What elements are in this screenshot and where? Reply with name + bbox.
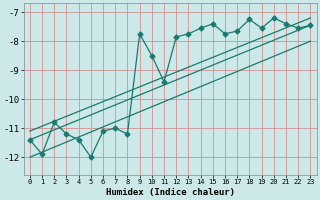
X-axis label: Humidex (Indice chaleur): Humidex (Indice chaleur) bbox=[106, 188, 235, 197]
